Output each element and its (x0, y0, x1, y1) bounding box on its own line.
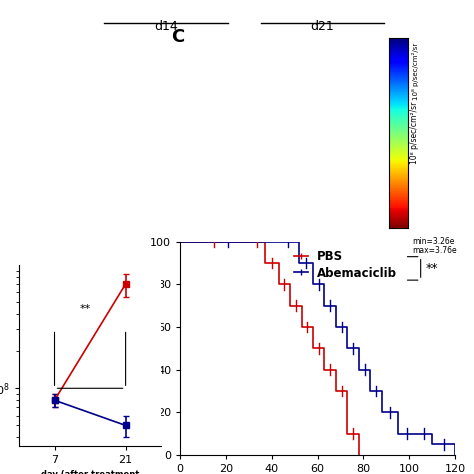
Legend: PBS, Abemaciclib: PBS, Abemaciclib (292, 247, 400, 282)
Text: min=3.26e: min=3.26e (412, 237, 455, 246)
Text: d21: d21 (310, 20, 334, 33)
Text: d14: d14 (154, 20, 178, 33)
Text: max=3.76e: max=3.76e (412, 246, 457, 255)
X-axis label: day (after treatment
initiation): day (after treatment initiation) (41, 470, 139, 474)
Y-axis label: % survival: % survival (135, 316, 145, 381)
Text: 10⁸ p/sec/cm²/sr: 10⁸ p/sec/cm²/sr (412, 43, 419, 100)
Text: **: ** (425, 262, 438, 275)
Text: **: ** (79, 304, 91, 314)
Text: C: C (171, 28, 184, 46)
Text: 10⁸ p/sec/cm²/sr: 10⁸ p/sec/cm²/sr (410, 101, 419, 164)
